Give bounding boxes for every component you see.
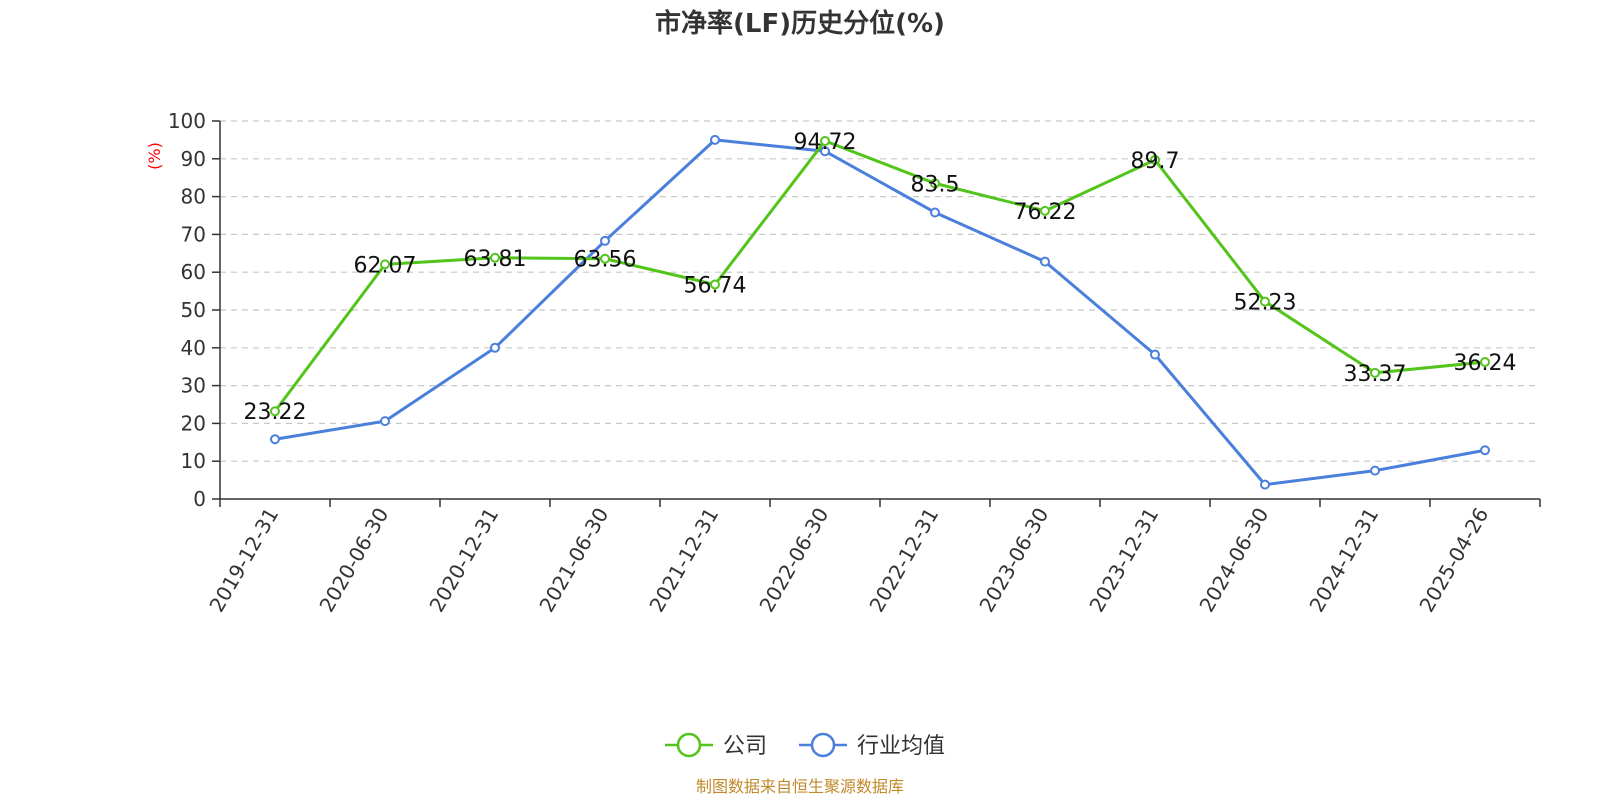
data-point — [820, 135, 830, 146]
data-point — [490, 342, 500, 353]
data-point — [380, 416, 390, 427]
data-label: 62.07 — [354, 253, 417, 278]
data-point — [930, 207, 940, 218]
legend-item-0[interactable]: 公司 — [665, 732, 767, 759]
y-tick-label: 20 — [181, 411, 206, 435]
data-point — [270, 434, 280, 445]
data-label: 33.37 — [1344, 362, 1407, 387]
y-axis-label: (%) — [145, 142, 164, 170]
legend-marker-icon — [810, 732, 836, 758]
series-line-1 — [274, 138, 1486, 487]
data-point — [1040, 256, 1050, 267]
y-tick-label: 100 — [168, 109, 206, 133]
data-point — [1370, 367, 1380, 378]
y-tick-label: 90 — [181, 147, 206, 171]
data-label: 56.74 — [684, 274, 747, 299]
x-tick-label: 2022-06-30 — [754, 504, 833, 617]
data-label: 76.22 — [1014, 200, 1077, 225]
legend-item-1[interactable]: 行业均值 — [799, 732, 945, 759]
y-tick-label: 0 — [193, 487, 206, 511]
legend-marker-icon — [676, 732, 702, 758]
plot-area: 23.22 62.07 63.81 63.56 56.74 94.72 83.5 76.22 8… — [244, 130, 1517, 490]
grid — [220, 120, 1540, 462]
source-note: 制图数据来自恒生聚源数据库 — [696, 777, 904, 796]
legend[interactable]: 公司 行业均值 — [665, 732, 945, 759]
data-label: 52.23 — [1234, 291, 1297, 316]
x-tick-label: 2025-04-26 — [1414, 504, 1493, 617]
data-point — [1370, 465, 1380, 476]
x-tick-label: 2022-12-31 — [864, 504, 943, 617]
y-tick-label: 10 — [181, 449, 206, 473]
data-point — [1260, 296, 1270, 307]
data-point — [1480, 445, 1490, 456]
x-tick-label: 2021-06-30 — [534, 504, 613, 617]
data-point — [490, 252, 500, 263]
x-tick-label: 2023-06-30 — [974, 504, 1053, 617]
data-label: 63.56 — [574, 248, 637, 273]
data-label: 94.72 — [794, 130, 857, 155]
axes: 0 10 20 30 40 50 60 70 80 90 100 2019-12-31 2020-06-… — [168, 109, 1541, 617]
data-label: 23.22 — [244, 400, 307, 425]
data-point — [1480, 357, 1490, 368]
x-tick-label: 2021-12-31 — [644, 504, 723, 617]
data-point — [1040, 205, 1050, 216]
x-tick-label: 2019-12-31 — [204, 504, 283, 617]
data-label: 63.81 — [464, 247, 527, 272]
y-tick-label: 70 — [181, 222, 206, 246]
legend-label: 公司 — [723, 734, 767, 759]
data-point — [600, 253, 610, 264]
y-tick-label: 60 — [181, 260, 206, 284]
data-label: 36.24 — [1454, 351, 1517, 376]
y-tick-label: 30 — [181, 374, 206, 398]
y-tick-label: 40 — [181, 336, 206, 360]
x-tick-label: 2020-06-30 — [314, 504, 393, 617]
x-tick-label: 2024-06-30 — [1194, 504, 1273, 617]
x-tick-label: 2023-12-31 — [1084, 504, 1163, 617]
data-point — [820, 146, 830, 157]
chart-title: 市净率(LF)历史分位(%) — [655, 8, 945, 39]
data-point — [1150, 154, 1160, 165]
y-tick-label: 80 — [181, 185, 206, 209]
data-point — [710, 279, 720, 290]
data-label: 89.7 — [1131, 149, 1180, 174]
data-point — [930, 178, 940, 189]
data-point — [380, 259, 390, 270]
x-tick-label: 2020-12-31 — [424, 504, 503, 617]
legend-label: 行业均值 — [857, 734, 945, 759]
series-line-0 — [273, 139, 1486, 413]
x-tick-label: 2024-12-31 — [1304, 504, 1383, 617]
y-tick-label: 50 — [181, 298, 206, 322]
data-point — [1150, 349, 1160, 360]
data-label: 83.5 — [911, 172, 960, 197]
data-point — [1260, 479, 1270, 490]
data-point — [710, 134, 720, 145]
data-point — [600, 235, 610, 246]
data-point — [270, 406, 280, 417]
